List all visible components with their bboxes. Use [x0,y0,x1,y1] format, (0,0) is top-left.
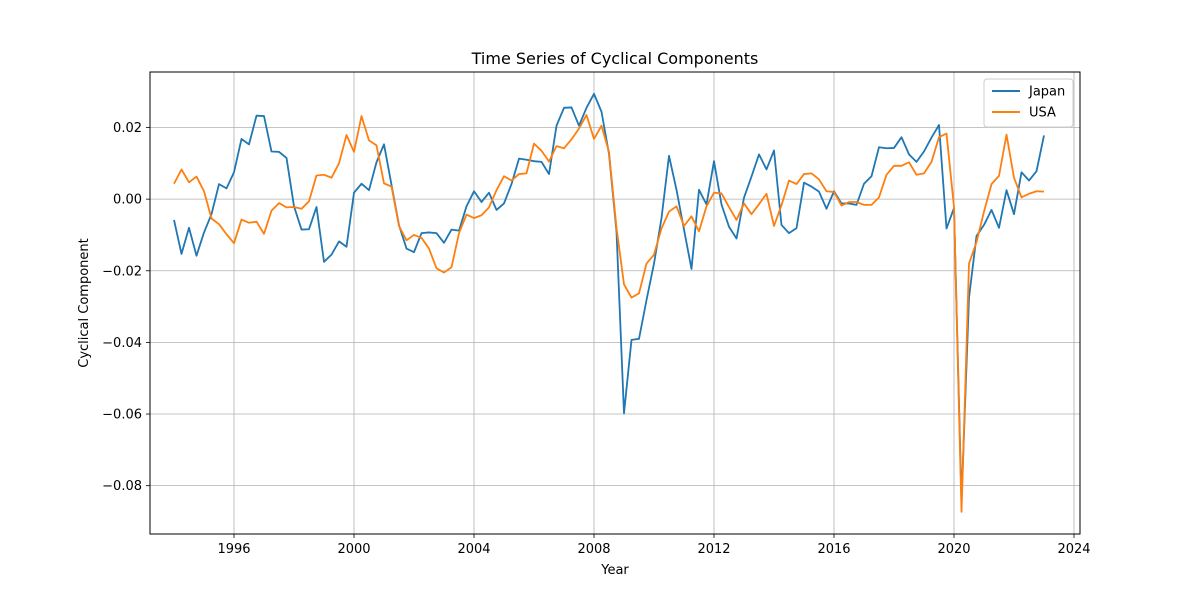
y-tick-label: 0.02 [113,121,142,136]
legend-label-usa: USA [1029,106,1056,121]
x-tick-label: 2004 [457,542,490,557]
y-tick-label: −0.04 [102,336,142,351]
axis-ticks: 1996 2000 2004 2008 2012 2016 2020 2024 0.02 0.00… [102,121,1090,557]
x-tick-label: 1996 [217,542,250,557]
plot-frame [149,71,1081,535]
legend-label-japan: Japan [1028,85,1065,100]
y-tick-label: 0.00 [113,193,142,208]
x-tick-label: 2000 [337,542,370,557]
y-axis-label: Cyclical Component [77,238,92,367]
x-axis-label: Year [600,563,629,578]
x-tick-label: 2016 [817,542,850,557]
x-tick-label: 2020 [937,542,970,557]
series-line-usa [173,114,1045,513]
y-tick-label: −0.02 [102,264,142,279]
x-tick-label: 2012 [697,542,730,557]
x-tick-label: 2008 [577,542,610,557]
y-tick-label: −0.08 [102,479,142,494]
chart-title: Time Series of Cyclical Components [471,49,759,68]
gridlines [150,72,1080,534]
y-tick-label: −0.06 [102,408,142,423]
x-tick-label: 2024 [1057,542,1090,557]
legend: Japan USA [983,78,1074,128]
series-group [173,92,1045,513]
